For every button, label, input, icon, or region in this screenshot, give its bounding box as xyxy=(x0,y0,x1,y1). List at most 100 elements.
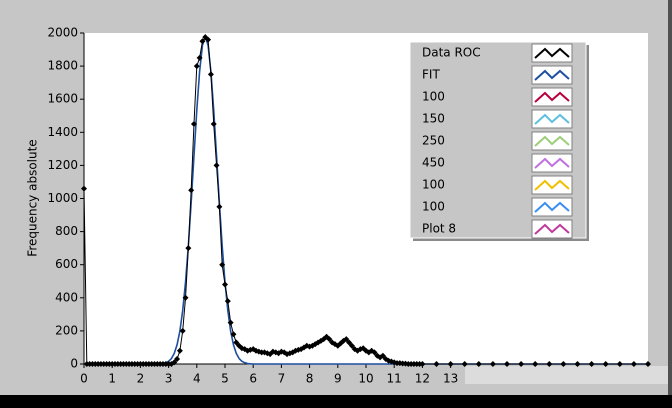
data-point xyxy=(219,261,226,268)
data-point xyxy=(188,187,195,194)
data-point xyxy=(199,38,206,45)
data-point xyxy=(447,361,454,367)
data-point xyxy=(227,319,234,326)
data-point xyxy=(174,356,181,363)
y-tick-label: 1400 xyxy=(47,125,78,139)
data-point xyxy=(171,359,178,366)
data-point xyxy=(645,361,651,367)
x-tick-label: 1 xyxy=(108,372,116,386)
legend-swatch xyxy=(531,109,573,129)
legend-line xyxy=(534,179,570,191)
data-point xyxy=(574,361,581,367)
data-point xyxy=(602,361,609,367)
legend-swatch xyxy=(531,87,573,107)
data-point xyxy=(379,352,386,359)
legend-line xyxy=(534,113,570,125)
legend-label: 100 xyxy=(422,178,445,192)
x-tick-label: 8 xyxy=(306,372,314,386)
bottom-bar xyxy=(0,395,672,408)
legend: Data ROC FIT 100 150 250 450 100 100 Plot 8 xyxy=(409,41,589,241)
data-point xyxy=(190,121,197,128)
data-point xyxy=(250,346,257,353)
x-tick-label: 9 xyxy=(334,372,342,386)
y-tick-label: 600 xyxy=(55,257,78,271)
data-point xyxy=(185,245,192,252)
x-tick-label: 2 xyxy=(137,372,145,386)
legend-line xyxy=(534,69,570,81)
legend-swatch xyxy=(531,197,573,217)
y-tick-label: 400 xyxy=(55,290,78,304)
data-point xyxy=(233,339,240,346)
legend-label: 100 xyxy=(422,90,445,104)
y-tick-label: 800 xyxy=(55,224,78,238)
y-tick-label: 1800 xyxy=(47,59,78,73)
data-point xyxy=(346,339,353,346)
x-tick-label: 7 xyxy=(278,372,286,386)
legend-line xyxy=(534,223,570,235)
y-tick-label: 200 xyxy=(55,323,78,337)
x-tick-label: 6 xyxy=(249,372,257,386)
data-point xyxy=(182,294,189,301)
data-point xyxy=(461,361,468,367)
x-tick-label: 10 xyxy=(358,372,373,386)
x-tick-label: 12 xyxy=(415,372,430,386)
right-edge xyxy=(668,0,672,395)
legend-line xyxy=(534,135,570,147)
legend-swatch xyxy=(531,131,573,151)
legend-swatch xyxy=(531,219,573,239)
legend-label: Data ROC xyxy=(422,46,481,60)
x-tick-label: 0 xyxy=(80,372,88,386)
legend-label: Plot 8 xyxy=(422,222,456,236)
legend-line xyxy=(534,157,570,169)
data-point xyxy=(419,361,426,367)
data-point xyxy=(205,36,212,43)
data-point xyxy=(475,361,482,367)
legend-line xyxy=(534,47,570,59)
legend-label: 100 xyxy=(422,200,445,214)
x-tick-label: 13 xyxy=(443,372,458,386)
data-point xyxy=(179,327,186,334)
data-point xyxy=(560,361,567,367)
scroll-region xyxy=(465,366,672,384)
legend-label: 150 xyxy=(422,112,445,126)
data-point xyxy=(532,361,539,367)
data-point xyxy=(433,361,440,367)
data-point xyxy=(504,361,510,367)
legend-line xyxy=(534,91,570,103)
data-point xyxy=(176,347,183,354)
legend-swatch xyxy=(531,153,573,173)
data-point xyxy=(81,185,87,192)
x-tick-label: 4 xyxy=(193,372,201,386)
legend-label: 250 xyxy=(422,134,445,148)
y-tick-label: 0 xyxy=(70,357,78,371)
data-point xyxy=(210,121,217,128)
x-tick-label: 11 xyxy=(387,372,402,386)
data-point xyxy=(216,203,223,210)
data-point xyxy=(546,361,553,367)
x-tick-label: 3 xyxy=(165,372,173,386)
legend-swatch xyxy=(531,43,573,63)
y-axis-title: Frequency absolute xyxy=(26,139,40,256)
y-tick-label: 2000 xyxy=(47,26,78,40)
data-point xyxy=(630,361,637,367)
data-point xyxy=(207,71,214,78)
data-point xyxy=(224,298,231,305)
data-point xyxy=(222,281,228,288)
legend-swatch xyxy=(531,175,573,195)
legend-swatch xyxy=(531,65,573,85)
y-tick-label: 1000 xyxy=(47,191,78,205)
data-point xyxy=(213,162,220,169)
y-tick-label: 1600 xyxy=(47,92,78,106)
legend-line xyxy=(534,201,570,213)
data-point xyxy=(489,361,496,367)
data-point xyxy=(230,331,237,338)
data-point xyxy=(588,361,595,367)
data-point xyxy=(196,54,203,61)
x-tick-label: 5 xyxy=(221,372,229,386)
data-point xyxy=(326,336,333,343)
data-point xyxy=(616,361,623,367)
data-point xyxy=(343,336,350,343)
data-point xyxy=(193,63,200,70)
